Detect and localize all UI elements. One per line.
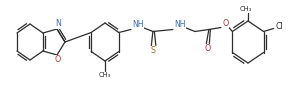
Text: O: O [205,44,211,53]
Text: NH: NH [174,20,186,29]
Text: Cl: Cl [276,22,284,31]
Text: S: S [150,46,155,55]
Text: O: O [223,19,229,28]
Text: O: O [55,56,61,65]
Text: CH₃: CH₃ [240,6,252,12]
Text: CH₃: CH₃ [99,72,111,78]
Text: NH: NH [132,20,144,29]
Text: N: N [55,19,61,28]
